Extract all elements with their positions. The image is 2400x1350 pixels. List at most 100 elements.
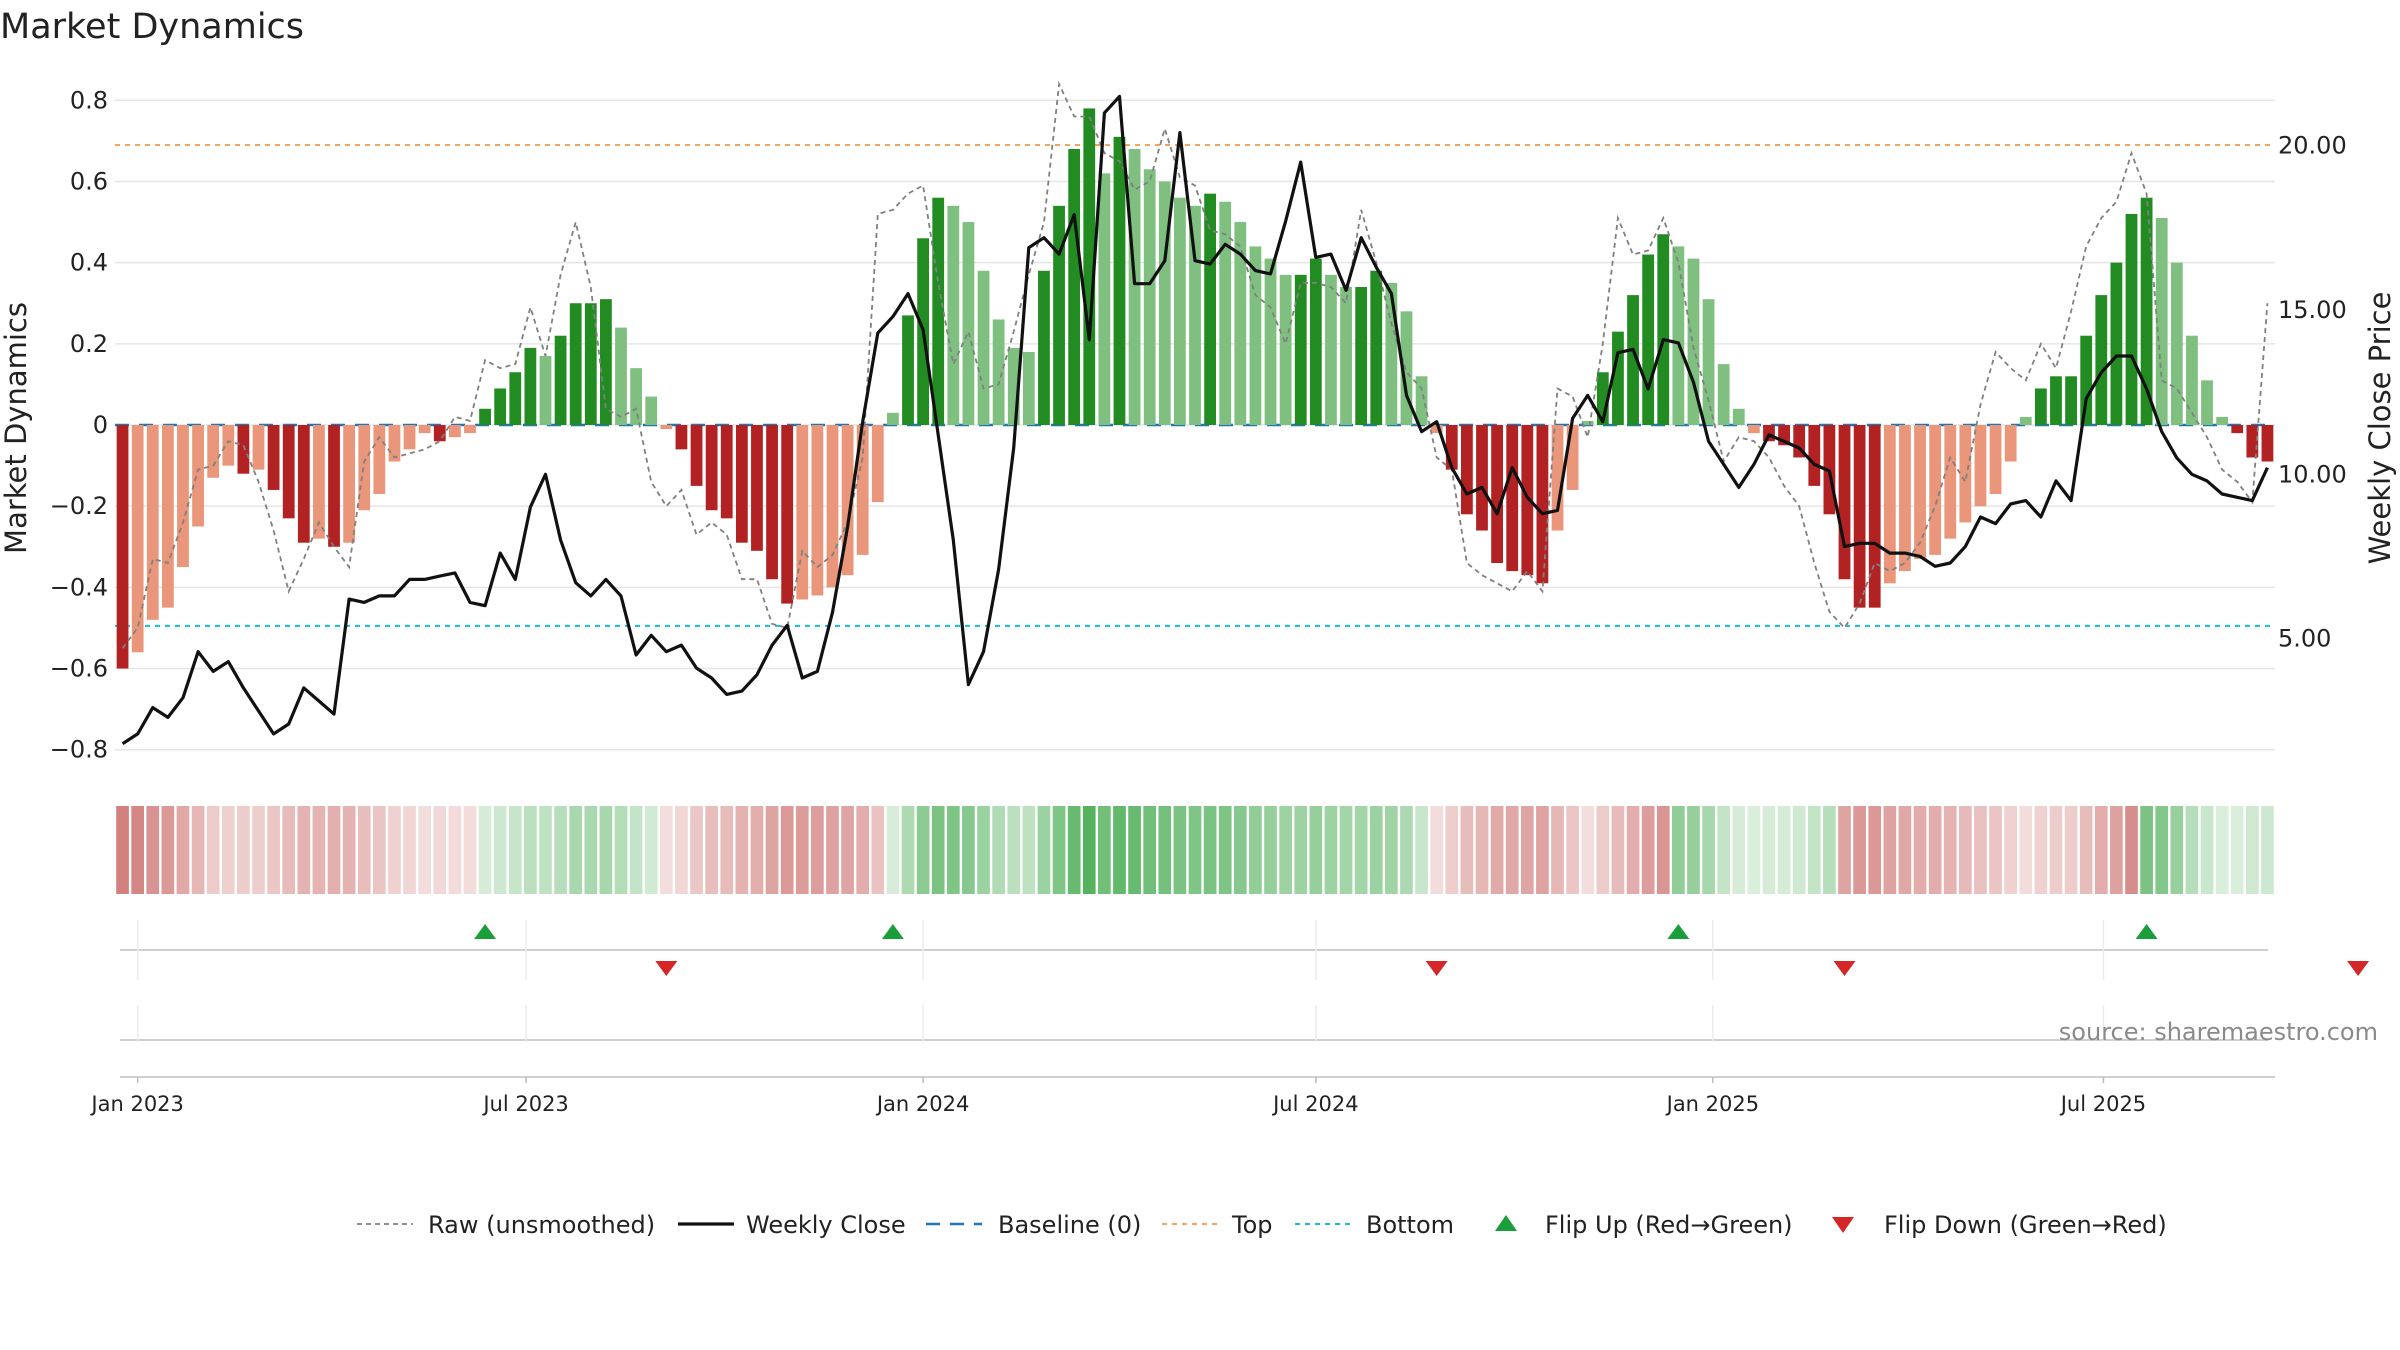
market-dynamics-bar — [1068, 149, 1081, 425]
regime-cell — [1989, 806, 2002, 894]
regime-cell — [1687, 806, 1700, 894]
market-dynamics-bar — [297, 425, 310, 543]
regime-cell — [2200, 806, 2214, 894]
regime-cell — [221, 806, 235, 894]
market-dynamics-bar — [1294, 274, 1307, 425]
market-dynamics-bar — [1400, 311, 1413, 425]
market-dynamics-bar — [2125, 213, 2138, 425]
market-dynamics-bar — [2201, 380, 2213, 425]
regime-cell — [1430, 806, 1444, 894]
market-dynamics-bar — [1808, 425, 1821, 486]
y-tick-label: 0.8 — [70, 86, 108, 114]
market-dynamics-bar — [720, 425, 733, 519]
market-dynamics-bar — [1445, 425, 1458, 470]
market-dynamics-bar — [1778, 425, 1790, 446]
regime-cell — [1732, 806, 1746, 894]
market-dynamics-bar — [1793, 425, 1806, 458]
market-dynamics-bar — [418, 425, 431, 434]
regime-cell — [1566, 806, 1579, 894]
market-dynamics-bar — [207, 425, 220, 478]
market-dynamics-bar — [947, 205, 960, 425]
market-dynamics-bar — [781, 425, 794, 604]
market-dynamics-bar — [1385, 282, 1398, 425]
regime-cell — [644, 806, 658, 894]
regime-cell — [1883, 806, 1897, 894]
regime-cell — [176, 806, 190, 894]
regime-cell — [901, 806, 915, 894]
market-dynamics-bar — [1899, 425, 1911, 572]
market-dynamics-bar — [2065, 376, 2077, 425]
market-dynamics-bar — [1929, 425, 1942, 555]
y-tick-label: 0 — [93, 411, 108, 439]
regime-cell — [1974, 806, 1987, 894]
regime-cell — [2064, 806, 2078, 894]
x-axis: Jan 2023 Jul 2023 Jan 2024 Jul 2024 Jan 2025… — [89, 1077, 2146, 1116]
x-tick-label: Jan 2024 — [875, 1092, 970, 1116]
flip-markers-panel — [120, 920, 2370, 1078]
market-dynamics-bar — [1732, 408, 1745, 425]
market-dynamics-bar — [856, 425, 869, 555]
regime-cell — [1581, 806, 1595, 894]
regime-cell — [765, 806, 779, 894]
market-dynamics-bar — [1687, 258, 1700, 425]
x-tick-label: Jan 2023 — [89, 1092, 184, 1116]
regime-cell — [1913, 806, 1927, 894]
market-dynamics-bar — [1143, 169, 1156, 425]
market-dynamics-bar — [267, 425, 280, 490]
y-axis-title: Market Dynamics — [0, 302, 33, 554]
market-dynamics-bar — [146, 425, 159, 620]
regime-cell — [2155, 806, 2169, 894]
regime-cell — [1490, 806, 1504, 894]
market-dynamics-bar — [2170, 262, 2183, 425]
market-dynamics-bar — [1219, 201, 1232, 425]
market-dynamics-bar — [615, 327, 627, 425]
market-dynamics-bar — [1038, 270, 1050, 425]
market-dynamics-bar — [675, 425, 688, 450]
regime-cell — [372, 806, 386, 894]
regime-cell — [146, 806, 160, 894]
regime-cell — [1249, 806, 1262, 894]
regime-cell — [1128, 806, 1141, 894]
regime-cell — [1143, 806, 1157, 894]
legend-item-raw: Raw (unsmoothed) — [357, 1211, 655, 1239]
market-dynamics-bar — [2186, 335, 2198, 425]
regime-cell — [1536, 806, 1549, 894]
market-dynamics-bar — [2155, 218, 2168, 425]
regime-cell — [1959, 806, 1972, 894]
market-dynamics-bar — [2231, 425, 2244, 434]
regime-cell — [1868, 806, 1882, 894]
market-dynamics-bar — [539, 356, 552, 425]
regime-cell — [2245, 806, 2259, 894]
market-dynamics-bar — [645, 396, 658, 425]
market-dynamics-bar — [2140, 197, 2153, 425]
regime-cell — [2019, 806, 2033, 894]
legend-item-flip-up: Flip Up (Red→Green) — [1495, 1211, 1793, 1239]
legend-item-flip-down: Flip Down (Green→Red) — [1832, 1211, 2167, 1239]
flip-down-marker — [2347, 961, 2370, 976]
regime-cell — [1052, 806, 1066, 894]
market-dynamics-bar — [841, 425, 854, 576]
regime-cell — [1279, 806, 1292, 894]
regime-cell — [2004, 806, 2018, 894]
regime-cell — [1400, 806, 1413, 894]
market-dynamics-bar — [705, 425, 718, 511]
market-dynamics-bar — [343, 425, 356, 543]
regime-cell — [463, 806, 477, 894]
market-dynamics-bar — [826, 425, 839, 588]
regime-cell — [524, 806, 537, 894]
market-dynamics-bar — [1189, 205, 1201, 425]
regime-cell — [282, 806, 296, 894]
market-dynamics-bar — [766, 425, 778, 580]
flip-up-marker — [2135, 924, 2158, 939]
regime-cell — [916, 806, 930, 894]
market-dynamics-bar — [1340, 287, 1352, 425]
regime-cell — [554, 806, 567, 894]
regime-cell — [811, 806, 824, 894]
chart-title: Market Dynamics — [0, 7, 304, 47]
market-dynamics-bar — [932, 197, 945, 425]
market-dynamics-bar — [902, 315, 914, 425]
regime-cell — [2185, 806, 2199, 894]
regime-cell — [433, 806, 447, 894]
regime-cell — [1520, 806, 1534, 894]
flip-up-marker — [881, 924, 904, 939]
